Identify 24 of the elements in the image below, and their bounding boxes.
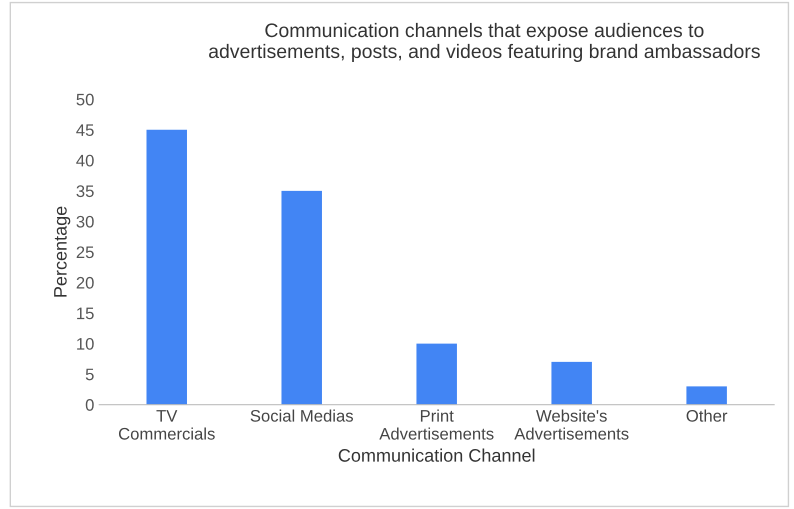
bar: [146, 130, 187, 405]
y-tick-label: 20: [76, 276, 94, 289]
y-tick-label: 0: [86, 399, 94, 411]
x-tick-label: Website's Advertisements: [514, 410, 629, 440]
y-tick-label: 45: [76, 124, 94, 136]
x-axis-title: Communication Channel: [338, 448, 534, 462]
y-tick-label: 10: [77, 338, 94, 350]
bar: [686, 386, 727, 405]
y-tick-label: 35: [76, 185, 94, 198]
x-tick-label: TV Commercials: [118, 410, 215, 440]
y-tick-label: 50: [76, 94, 94, 106]
bar: [551, 362, 592, 405]
x-tick-label: Other: [686, 410, 728, 422]
y-tick-label: 30: [76, 216, 94, 228]
y-tick-label: 5: [86, 368, 94, 380]
y-tick-label: 40: [76, 154, 94, 167]
y-axis-title: Percentage: [54, 206, 70, 297]
y-tick-label: 15: [77, 308, 94, 320]
bar: [281, 190, 322, 405]
y-tick-label: 25: [76, 246, 94, 258]
bar: [416, 344, 457, 405]
x-tick-label: Social Medias: [250, 410, 353, 422]
x-tick-label: Print Advertisements: [379, 410, 494, 440]
chart-title: Communication channels that expose audiences to advertisements, posts, and videos featuring brand ambassadors: [209, 22, 760, 62]
